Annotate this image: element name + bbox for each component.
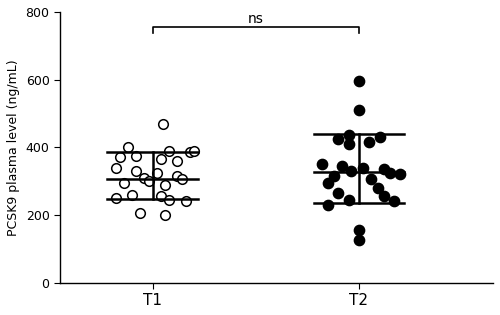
- Point: [157, 194, 165, 199]
- Point: [186, 150, 194, 155]
- Point: [334, 136, 342, 141]
- Point: [380, 194, 388, 199]
- Point: [112, 196, 120, 201]
- Point: [359, 165, 367, 170]
- Point: [368, 177, 376, 182]
- Point: [128, 192, 136, 197]
- Point: [355, 238, 363, 243]
- Point: [174, 174, 182, 179]
- Point: [140, 175, 148, 180]
- Point: [161, 182, 169, 187]
- Point: [132, 153, 140, 158]
- Point: [355, 228, 363, 233]
- Point: [178, 177, 186, 182]
- Point: [174, 158, 182, 163]
- Point: [161, 212, 169, 217]
- Point: [324, 202, 332, 207]
- Point: [344, 133, 352, 138]
- Point: [344, 197, 352, 202]
- Point: [153, 170, 161, 175]
- Point: [380, 167, 388, 172]
- Text: ns: ns: [248, 13, 264, 26]
- Point: [132, 169, 140, 174]
- Point: [159, 121, 167, 126]
- Point: [144, 179, 152, 184]
- Point: [346, 169, 354, 174]
- Point: [334, 191, 342, 196]
- Point: [355, 79, 363, 84]
- Point: [136, 211, 144, 216]
- Point: [374, 185, 382, 190]
- Point: [390, 199, 398, 204]
- Point: [318, 162, 326, 167]
- Point: [165, 148, 173, 153]
- Point: [355, 107, 363, 112]
- Point: [112, 165, 120, 170]
- Point: [157, 157, 165, 162]
- Point: [386, 170, 394, 175]
- Point: [366, 140, 374, 145]
- Point: [182, 199, 190, 204]
- Point: [338, 163, 346, 169]
- Point: [120, 180, 128, 185]
- Point: [396, 172, 404, 177]
- Point: [116, 155, 124, 160]
- Point: [124, 145, 132, 150]
- Point: [344, 141, 352, 146]
- Point: [190, 148, 198, 153]
- Y-axis label: PCSK9 plasma level (ng/mL): PCSK9 plasma level (ng/mL): [7, 59, 20, 236]
- Point: [330, 174, 338, 179]
- Point: [324, 180, 332, 185]
- Point: [165, 197, 173, 202]
- Point: [376, 135, 384, 140]
